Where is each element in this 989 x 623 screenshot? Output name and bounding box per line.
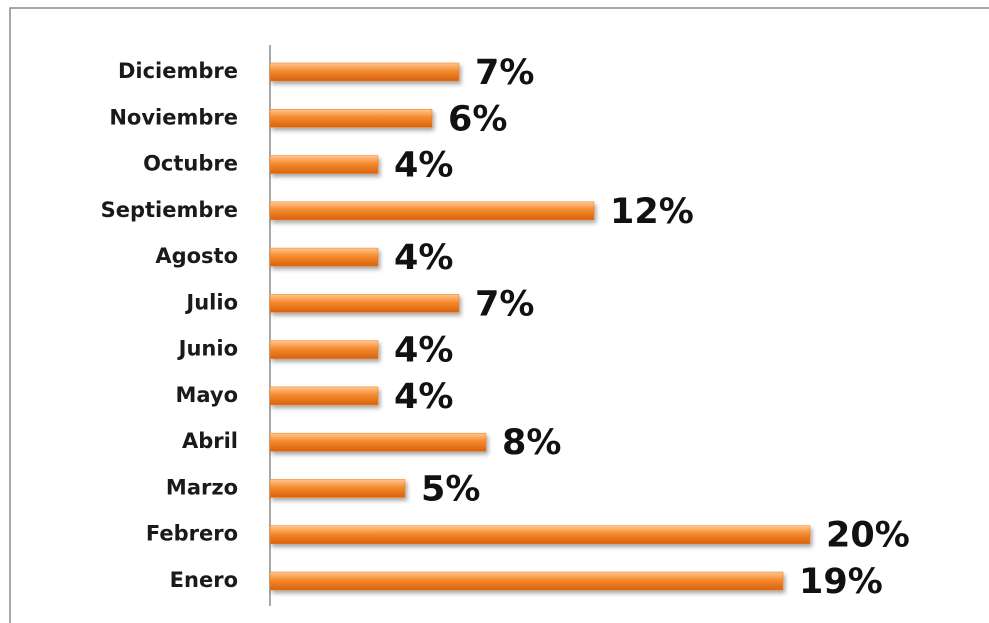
value-label: 4% — [394, 238, 453, 278]
bar — [269, 247, 379, 267]
bar — [269, 109, 433, 128]
bar — [269, 571, 784, 591]
value-label: 4% — [394, 331, 453, 371]
category-label: Agosto — [155, 244, 238, 268]
value-label: 12% — [610, 192, 694, 232]
bar — [269, 525, 811, 544]
value-label: 4% — [394, 377, 453, 417]
value-label: 7% — [475, 53, 534, 93]
bar — [269, 62, 460, 82]
bar — [269, 340, 379, 359]
category-label: Junio — [177, 337, 238, 361]
bar — [269, 386, 379, 406]
category-label: Octubre — [143, 152, 238, 176]
category-label: Julio — [184, 290, 238, 314]
category-label: Noviembre — [109, 105, 238, 129]
bar — [269, 294, 460, 313]
bar — [269, 479, 406, 498]
category-label: Mayo — [175, 383, 238, 407]
category-label: Febrero — [146, 522, 238, 546]
value-label: 8% — [502, 423, 561, 463]
value-label: 19% — [799, 562, 883, 602]
category-label: Diciembre — [118, 59, 238, 83]
bar — [269, 155, 379, 174]
value-label: 20% — [826, 516, 910, 556]
category-label: Abril — [182, 429, 238, 453]
value-label: 4% — [394, 146, 453, 186]
chart-frame — [9, 7, 989, 623]
value-label: 7% — [475, 284, 534, 324]
bar — [269, 201, 595, 221]
category-label: Septiembre — [101, 198, 238, 222]
value-label: 5% — [421, 469, 480, 509]
value-label: 6% — [448, 99, 507, 139]
bar — [269, 432, 487, 452]
category-label: Enero — [170, 568, 238, 592]
category-label: Marzo — [166, 475, 238, 499]
